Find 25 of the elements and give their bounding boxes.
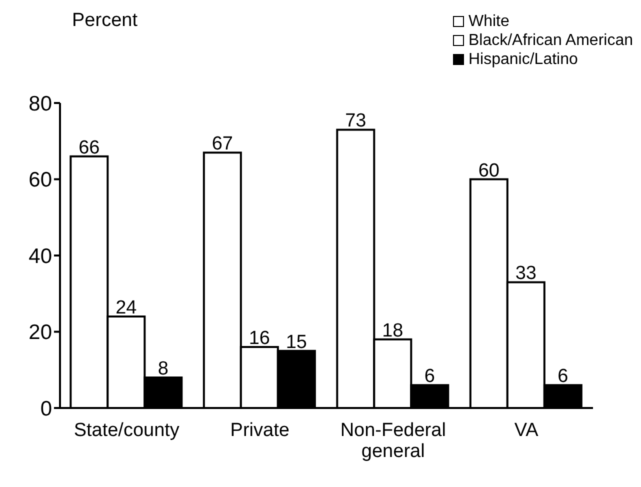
legend-label: Hispanic/Latino: [467, 50, 579, 69]
data-label: 16: [248, 328, 270, 349]
data-label: 8: [158, 358, 168, 380]
data-label: 67: [212, 134, 233, 155]
legend-label: White: [467, 12, 510, 31]
x-tick-label: Private: [230, 420, 290, 441]
data-label: 66: [78, 137, 100, 158]
data-label: 60: [478, 160, 500, 182]
y-tick-label: 0: [40, 397, 52, 420]
y-tick-label: 20: [28, 321, 52, 344]
x-tick-label: Non-Federal general: [340, 420, 446, 462]
y-tick-label: 60: [28, 168, 52, 192]
y-tick-label: 40: [28, 244, 52, 268]
x-tick-label: State/county: [74, 420, 180, 441]
data-label: 33: [515, 263, 536, 284]
y-axis-title: Percent: [72, 10, 138, 32]
x-tick-label: VA: [514, 420, 539, 441]
data-label: 18: [382, 320, 404, 342]
data-label: 6: [424, 366, 435, 388]
data-label: 6: [558, 366, 568, 388]
data-label: 73: [345, 110, 366, 132]
data-label: 15: [286, 332, 307, 353]
data-label: 24: [116, 298, 138, 318]
legend-label: Black/African American: [467, 31, 633, 50]
y-tick-label: 80: [28, 92, 52, 116]
